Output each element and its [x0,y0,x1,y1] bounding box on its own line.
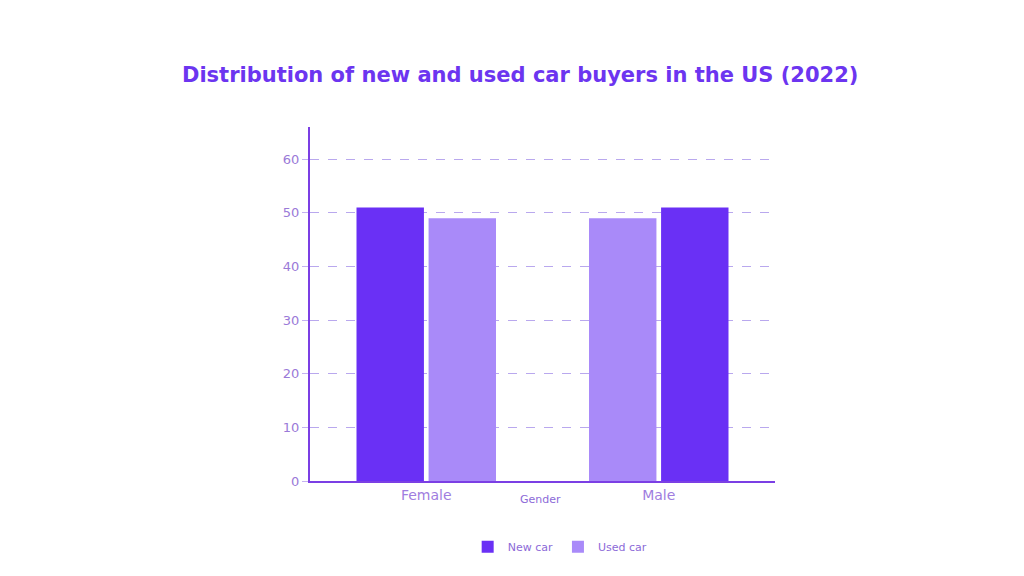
svg-text:Gender: Gender [520,493,561,506]
svg-text:30: 30 [283,313,300,328]
svg-text:60: 60 [283,152,300,167]
svg-text:50: 50 [283,205,300,220]
svg-text:20: 20 [283,366,300,381]
svg-text:Used car: Used car [598,541,647,554]
svg-text:0: 0 [291,474,299,489]
svg-text:New car: New car [508,541,553,554]
svg-text:Female: Female [401,487,452,503]
svg-text:40: 40 [283,259,300,274]
svg-text:10: 10 [283,420,300,435]
svg-text:Male: Male [642,487,675,503]
svg-text:Distribution of new and used c: Distribution of new and used car buyers … [182,63,858,87]
